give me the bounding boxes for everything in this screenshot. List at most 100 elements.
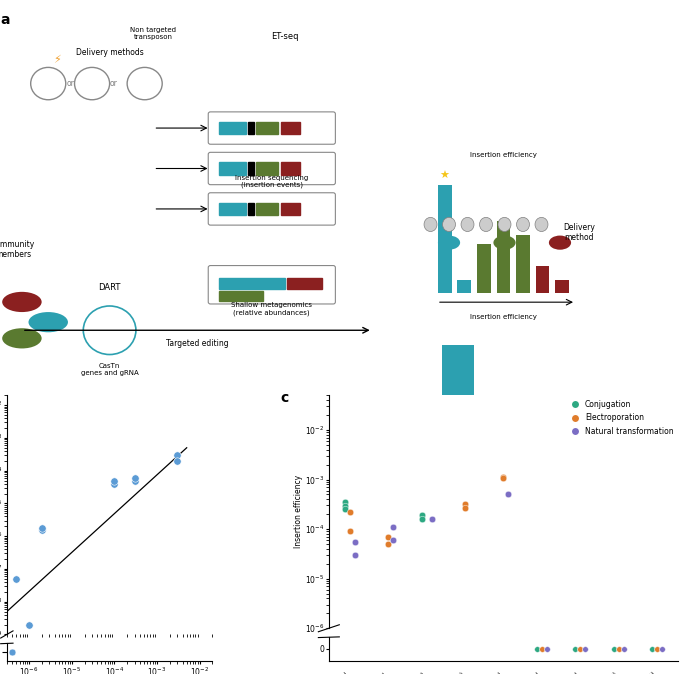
Bar [248, 203, 254, 215]
Point [172, 450, 183, 460]
Text: P. simiae (11%): P. simiae (11%) [386, 671, 427, 674]
Text: ★: ★ [440, 171, 450, 181]
Text: Non targeted
transposon: Non targeted transposon [130, 27, 177, 40]
Point [7, 646, 18, 657]
Bar [281, 203, 300, 215]
Text: Bacillus sp. (0.06%): Bacillus sp. (0.06%) [567, 671, 619, 674]
Point [498, 473, 509, 484]
Point [570, 644, 581, 654]
Text: Insertion sequencing
(insertion events): Insertion sequencing (insertion events) [235, 175, 308, 188]
Bar [219, 122, 245, 134]
Text: CasTn
genes and gRNA: CasTn genes and gRNA [81, 363, 138, 375]
Point [340, 501, 351, 512]
Circle shape [535, 217, 548, 231]
Point [172, 456, 183, 466]
Bar [438, 185, 451, 293]
Text: Targeted editing: Targeted editing [166, 340, 229, 348]
Ellipse shape [2, 292, 42, 312]
Circle shape [424, 217, 437, 231]
Point [109, 475, 120, 486]
Point [647, 644, 658, 654]
Bar [219, 278, 285, 288]
Bar [248, 122, 254, 134]
Point [340, 504, 351, 515]
FancyBboxPatch shape [208, 152, 336, 185]
Text: c: c [280, 391, 288, 404]
Point [647, 644, 658, 654]
Point [503, 488, 514, 499]
Text: Methylobacterium sp. AMD150 (0.065%): Methylobacterium sp. AMD150 (0.065%) [556, 671, 657, 674]
Text: Community
members: Community members [0, 240, 35, 259]
Text: ⚡: ⚡ [53, 55, 61, 65]
Point [498, 471, 509, 482]
Point [608, 644, 619, 654]
Text: or: or [110, 79, 118, 88]
Circle shape [479, 217, 493, 231]
Circle shape [498, 217, 511, 231]
Bar [248, 162, 254, 175]
Bar [219, 290, 263, 301]
Point [388, 534, 399, 545]
Ellipse shape [29, 312, 68, 332]
Title: Insertion efficiency: Insertion efficiency [470, 314, 537, 319]
Point [109, 479, 120, 489]
Ellipse shape [493, 235, 516, 249]
Point [532, 644, 543, 654]
Point [383, 539, 394, 549]
Point [580, 644, 590, 654]
Text: D. japonica (2.6%): D. japonica (2.6%) [456, 671, 503, 674]
Circle shape [461, 217, 474, 231]
Ellipse shape [549, 235, 571, 249]
Point [416, 510, 427, 521]
Point [608, 644, 619, 654]
Point [340, 496, 351, 507]
Legend: Conjugation, Electroporation, Natural transformation: Conjugation, Electroporation, Natural tr… [564, 397, 677, 439]
Bar [287, 278, 322, 288]
Point [532, 644, 543, 654]
Point [618, 644, 629, 654]
Bar [477, 244, 490, 293]
Point [36, 525, 47, 536]
Point [36, 522, 47, 533]
Point [426, 514, 437, 524]
Point [575, 644, 586, 654]
Bar [281, 162, 300, 175]
Point [349, 537, 360, 547]
Point [388, 522, 399, 532]
Bar [256, 203, 278, 215]
Point [383, 531, 394, 542]
Point [541, 644, 552, 654]
Ellipse shape [2, 328, 42, 348]
Text: Delivery methods: Delivery methods [76, 49, 143, 57]
Bar [533, 416, 565, 421]
Point [656, 644, 667, 654]
Bar [556, 280, 569, 293]
Point [129, 475, 140, 486]
Text: K. michiganensis (71%): K. michiganensis (71%) [290, 671, 350, 674]
Text: DART: DART [99, 283, 121, 292]
Point [541, 644, 552, 654]
FancyBboxPatch shape [208, 112, 336, 144]
Point [651, 644, 662, 654]
Point [575, 644, 586, 654]
Text: P. caledonica (2.8%): P. caledonica (2.8%) [413, 671, 465, 674]
Text: or: or [66, 79, 74, 88]
Bar [458, 280, 471, 293]
Point [349, 549, 360, 560]
Point [460, 499, 471, 510]
Y-axis label: Insertion efficiency: Insertion efficiency [294, 475, 303, 549]
Bar [219, 203, 245, 215]
Bar [256, 162, 278, 175]
Bar [256, 122, 278, 134]
Point [580, 644, 590, 654]
Bar [442, 345, 474, 421]
FancyBboxPatch shape [208, 266, 336, 304]
Point [129, 472, 140, 483]
Point [345, 507, 356, 518]
Text: 🔵: 🔵 [105, 324, 114, 337]
Bar [536, 266, 549, 293]
Bar [516, 235, 530, 293]
Text: ET-seq: ET-seq [271, 32, 299, 41]
Point [460, 502, 471, 513]
Bar [488, 414, 519, 421]
